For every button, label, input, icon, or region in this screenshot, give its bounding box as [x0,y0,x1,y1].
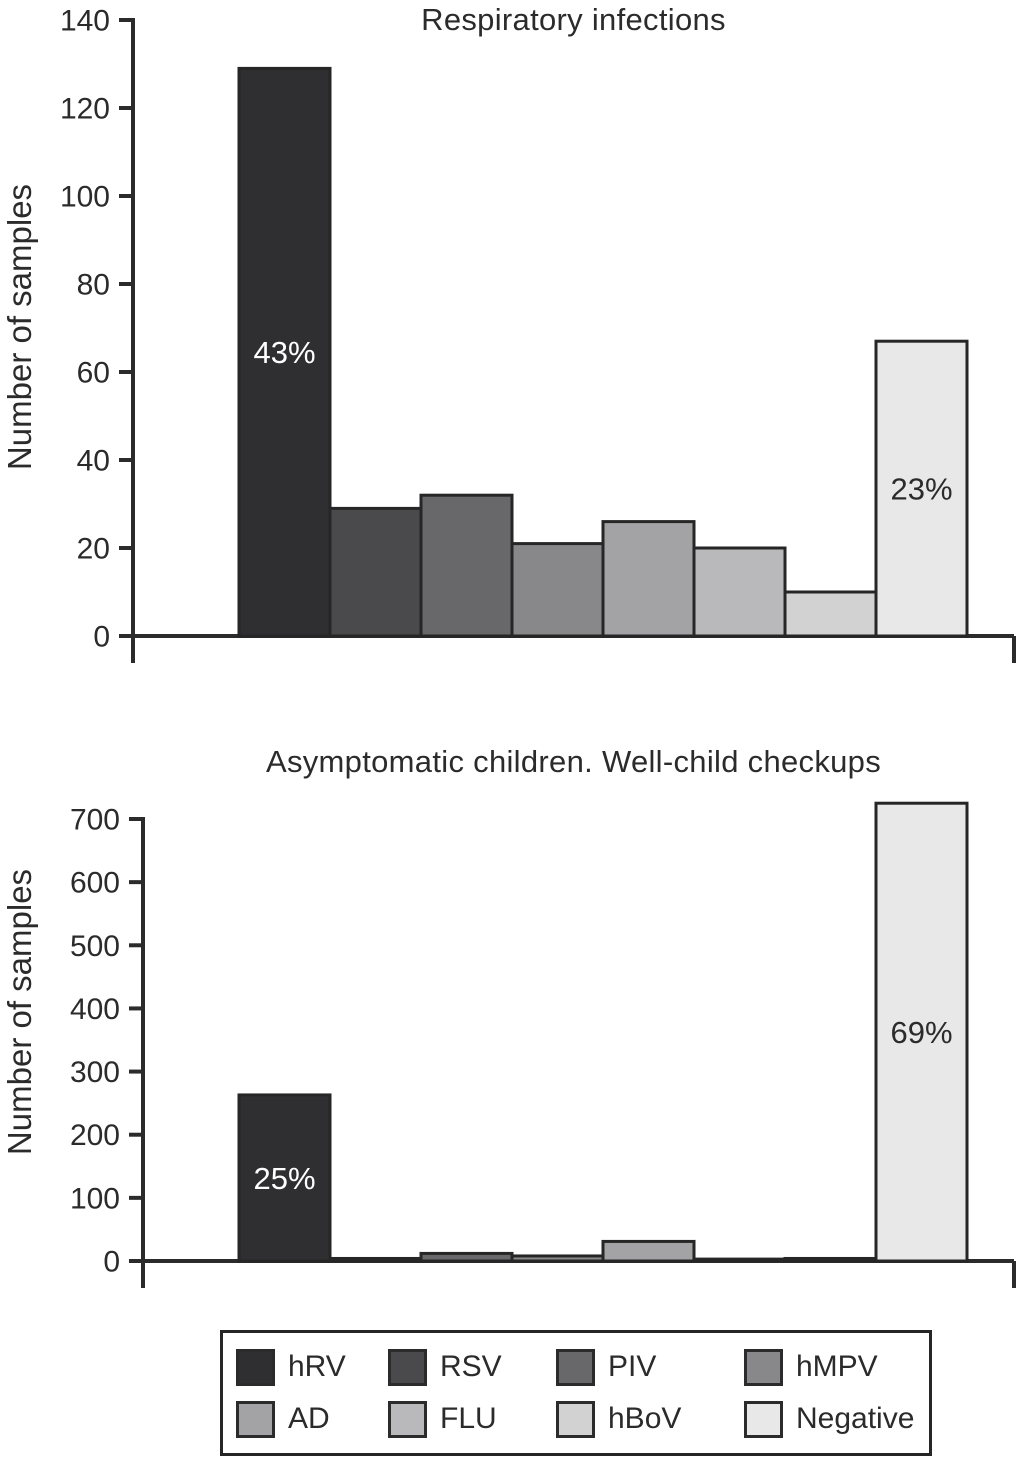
legend-label-hMPV: hMPV [796,1350,878,1383]
bar-AD [601,520,696,638]
y-tick-label-400: 400 [70,993,120,1026]
chart-respiratory: 0 20 40 60 80 100 120 140 43% 23% [60,5,1016,663]
legend-label-PIV: PIV [608,1350,657,1383]
y-tick-label-500: 500 [70,930,120,963]
legend-label-AD: AD [288,1402,330,1435]
y-tick-label-40: 40 [77,445,110,478]
legend-label-RSV: RSV [440,1350,502,1383]
y-tick-label-300: 300 [70,1056,120,1089]
percent-label-hRV: 25% [253,1161,315,1196]
y-tick-label-120: 120 [60,93,110,126]
legend-swatch-hMPV [744,1348,783,1386]
percent-label-Negative: 69% [890,1015,952,1050]
bar-AD [601,1239,696,1263]
y-tick-label-700: 700 [70,804,120,837]
legend-item-FLU: FLU [388,1393,556,1445]
y-tick-label-600: 600 [70,867,120,900]
legend-item-hBoV: hBoV [556,1393,744,1445]
y-tick-label-100: 100 [60,181,110,214]
bar-hRV [237,1093,332,1263]
bar-Negative [874,801,969,1263]
legend-item-RSV: RSV [388,1341,556,1393]
legend-label-FLU: FLU [440,1402,497,1435]
legend-swatch-hBoV [556,1400,595,1438]
bar-RSV [328,506,423,638]
bar-hRV [237,66,332,638]
percent-label-Negative: 23% [890,471,952,506]
y-tick-label-0: 0 [103,1246,120,1279]
y-tick-label-60: 60 [77,357,110,390]
legend-swatch-AD [236,1400,275,1438]
legend-item-AD: AD [236,1393,388,1445]
chart1-title: Respiratory infections [421,2,726,37]
percent-label-hRV: 43% [253,335,315,370]
bar-FLU [692,1257,787,1263]
legend-label-Negative: Negative [796,1402,915,1435]
bar-Negative [874,339,969,638]
legend-box: hRV RSV PIV hMPV AD FLU hBoV Negative [220,1330,932,1456]
legend-item-PIV: PIV [556,1341,744,1393]
legend-swatch-Negative [744,1400,783,1438]
chart-asymptomatic: 0 100 200 300 400 500 600 700 25% 69% [70,801,1016,1288]
bar-RSV [328,1256,423,1263]
legend-swatch-FLU [388,1400,427,1438]
legend-label-hRV: hRV [288,1350,346,1383]
y-tick-label-100: 100 [70,1182,120,1215]
legend-item-hMPV: hMPV [744,1341,929,1393]
legend-swatch-hRV [236,1348,275,1386]
bar-PIV [419,493,514,638]
legend-swatch-RSV [388,1348,427,1386]
legend-label-hBoV: hBoV [608,1402,682,1435]
bar-hMPV [510,1254,605,1263]
y-tick-label-0: 0 [93,621,110,654]
y-tick-label-80: 80 [77,269,110,302]
chart2-title: Asymptomatic children. Well-child checku… [265,744,882,779]
bar-PIV [419,1251,514,1263]
bar-hMPV [510,542,605,638]
legend-item-Negative: Negative [744,1393,929,1445]
bar-hBoV [783,1256,878,1263]
bar-hBoV [783,590,878,638]
y-tick-label-140: 140 [60,5,110,38]
legend-swatch-PIV [556,1348,595,1386]
y-tick-label-200: 200 [70,1119,120,1152]
bar-FLU [692,546,787,638]
legend-item-hRV: hRV [236,1341,388,1393]
y-tick-label-20: 20 [77,533,110,566]
